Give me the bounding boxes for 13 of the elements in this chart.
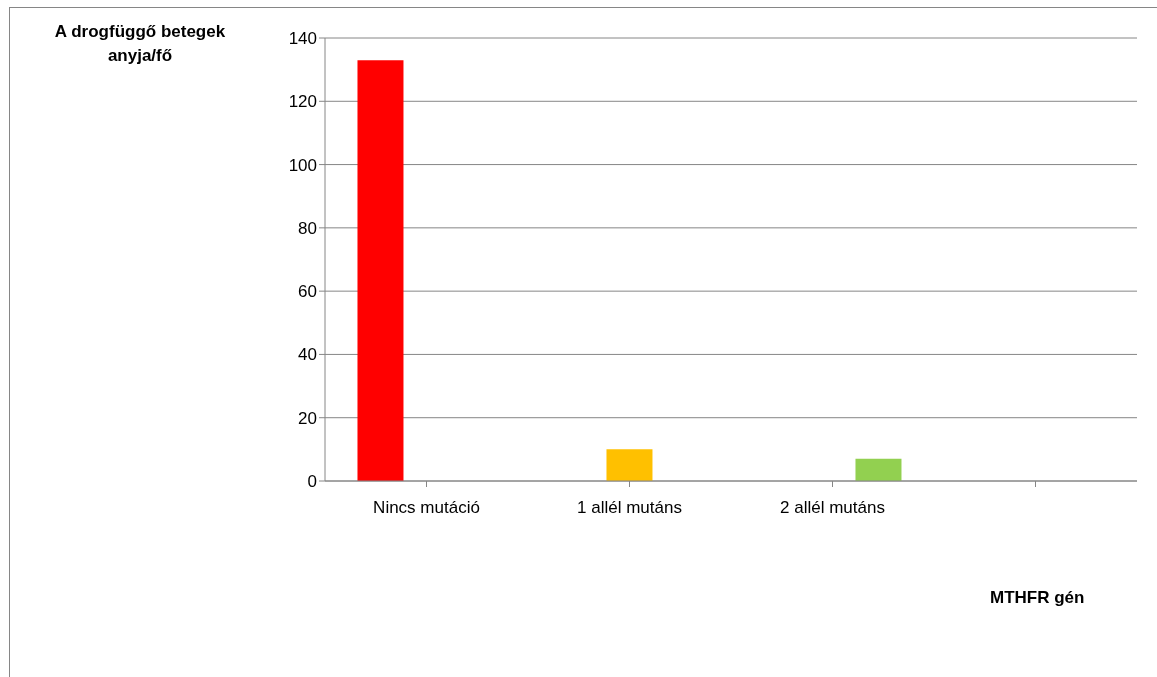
x-axis-title: MTHFR gén — [990, 588, 1085, 608]
y-axis-title: A drogfüggő betegek anyja/fő — [53, 21, 227, 67]
y-tick-label: 140 — [288, 29, 317, 49]
y-tick-label: 100 — [288, 155, 317, 175]
y-tick-label: 40 — [298, 345, 317, 365]
y-tick-label: 60 — [298, 282, 317, 302]
y-tick-label: 80 — [298, 218, 317, 238]
y-tick-label: 20 — [298, 408, 317, 428]
y-tick-label: 120 — [288, 92, 317, 112]
x-tick-label: Nincs mutáció — [373, 498, 480, 518]
x-tick-label: 1 allél mutáns — [577, 498, 682, 518]
x-tick-label: 2 allél mutáns — [780, 498, 885, 518]
y-tick-label: 0 — [307, 472, 317, 492]
